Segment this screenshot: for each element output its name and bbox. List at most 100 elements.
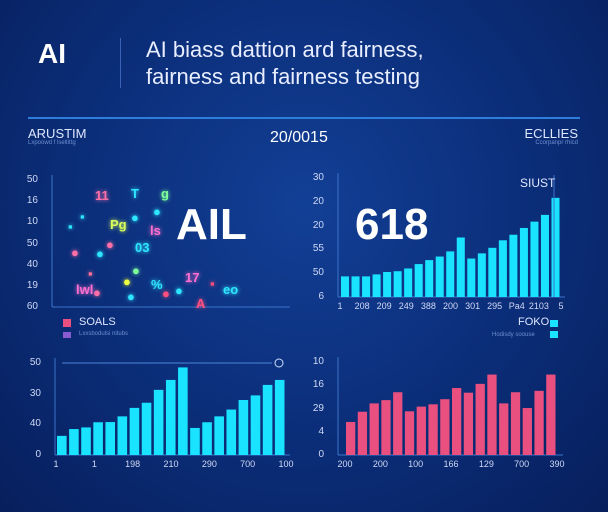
title-line-2: fairness and fairness testing bbox=[146, 64, 420, 89]
x-tick-label: 1 bbox=[337, 301, 343, 311]
bar bbox=[362, 276, 371, 297]
bar bbox=[190, 427, 200, 455]
y-tick-label: 50 bbox=[26, 237, 38, 249]
bar bbox=[440, 399, 450, 455]
scatter-point: % bbox=[151, 277, 163, 292]
y-tick-label: 6 bbox=[318, 291, 324, 302]
right-sublabel: Ccorpanpr rhicd bbox=[535, 140, 578, 146]
bar bbox=[416, 406, 426, 455]
scatter-point: ● bbox=[123, 274, 131, 289]
bar bbox=[393, 271, 402, 297]
legend-sublabel: Lxxsbodulsi nitubs bbox=[79, 331, 129, 337]
bar bbox=[456, 237, 465, 297]
left-label: ARUSTIM bbox=[28, 126, 87, 141]
bar bbox=[540, 214, 549, 297]
bar bbox=[475, 383, 485, 455]
bar bbox=[250, 395, 261, 455]
bar bbox=[81, 427, 91, 455]
x-tick-label: 249 bbox=[398, 301, 414, 311]
x-tick-label: 208 bbox=[354, 301, 370, 311]
bar bbox=[129, 407, 140, 455]
scatter-point: ls bbox=[150, 223, 161, 238]
bar bbox=[452, 388, 462, 455]
scatter-point: ● bbox=[175, 283, 183, 298]
bar bbox=[428, 404, 438, 455]
y-tick-label: 50 bbox=[312, 267, 324, 279]
scatter-point: eo bbox=[223, 282, 239, 297]
bar bbox=[488, 247, 497, 297]
left-sublabel: Lxpoowd f lseltittg bbox=[28, 140, 76, 146]
bar bbox=[510, 392, 521, 455]
bar bbox=[57, 435, 67, 455]
x-tick-label: 5 bbox=[558, 301, 564, 311]
scatter-point: ▪ bbox=[88, 266, 93, 281]
scatter-point: Pg bbox=[110, 217, 127, 232]
bar bbox=[93, 422, 103, 455]
bar bbox=[383, 272, 392, 297]
scatter-point: ● bbox=[131, 210, 139, 225]
bar bbox=[341, 276, 350, 297]
bar bbox=[477, 253, 486, 297]
y-tick-label: 50 bbox=[29, 357, 41, 368]
x-tick-label: 210 bbox=[163, 459, 179, 469]
x-tick-label: 700 bbox=[240, 459, 256, 469]
divider bbox=[120, 38, 121, 88]
y-tick-label: 0 bbox=[35, 449, 41, 460]
bar bbox=[435, 256, 444, 297]
scatter-point: ● bbox=[71, 245, 79, 260]
legend-sublabel: Hodisdy soouse bbox=[492, 332, 535, 338]
y-tick-label: 10 bbox=[26, 216, 38, 228]
bar bbox=[238, 399, 249, 455]
y-tick-label: 60 bbox=[26, 301, 38, 312]
y-tick-label: 20 bbox=[312, 219, 324, 231]
bar bbox=[105, 422, 116, 455]
scatter-point: A bbox=[196, 296, 206, 311]
y-tick-label: 40 bbox=[29, 418, 41, 430]
bar bbox=[546, 374, 556, 455]
y-tick-label: 10 bbox=[312, 356, 324, 367]
y-tick-label: 0 bbox=[318, 449, 324, 460]
scatter-point: g bbox=[161, 186, 169, 201]
header-divider bbox=[28, 117, 580, 119]
bar bbox=[262, 384, 273, 455]
scatter-point: ● bbox=[106, 237, 114, 252]
bar bbox=[534, 390, 544, 455]
logo: AI bbox=[38, 38, 66, 69]
x-tick-label: 209 bbox=[376, 301, 392, 311]
y-tick-label: 30 bbox=[312, 172, 324, 183]
scatter-point: ▪ bbox=[68, 219, 73, 234]
bar bbox=[446, 251, 455, 297]
bar bbox=[467, 258, 476, 297]
x-tick-label: 301 bbox=[465, 301, 481, 311]
bar bbox=[487, 374, 497, 455]
bar bbox=[369, 403, 379, 455]
scatter-point: 03 bbox=[135, 240, 150, 255]
bar bbox=[214, 416, 224, 455]
overlay-value: 618 bbox=[355, 200, 429, 249]
y-tick-label: 29 bbox=[312, 402, 324, 414]
x-tick-label: 200 bbox=[337, 459, 353, 469]
scatter-point: ● bbox=[93, 285, 101, 300]
legend-label: FOKO bbox=[518, 316, 550, 328]
x-tick-label: 100 bbox=[408, 459, 424, 469]
bar bbox=[381, 400, 391, 455]
title-line-1: AI biass dattion ard fairness, bbox=[146, 37, 424, 62]
bar bbox=[498, 240, 507, 297]
bar bbox=[404, 411, 415, 455]
page-title: AI biass dattion ard fairness, fairness … bbox=[146, 36, 424, 90]
y-tick-label: 16 bbox=[312, 379, 324, 391]
y-tick-label: 19 bbox=[26, 279, 38, 291]
bar bbox=[69, 429, 79, 455]
scatter-point: ● bbox=[162, 286, 170, 301]
scatter-point: 17 bbox=[185, 270, 200, 285]
x-tick-label: 129 bbox=[478, 459, 494, 469]
overlay-text: AIL bbox=[176, 200, 247, 249]
bar bbox=[153, 389, 164, 455]
bar bbox=[357, 411, 368, 455]
x-tick-label: 166 bbox=[443, 459, 459, 469]
y-tick-label: 55 bbox=[312, 243, 324, 255]
bar bbox=[117, 416, 128, 455]
y-tick-label: 20 bbox=[312, 195, 324, 207]
chart-title: SIUST bbox=[520, 176, 556, 190]
